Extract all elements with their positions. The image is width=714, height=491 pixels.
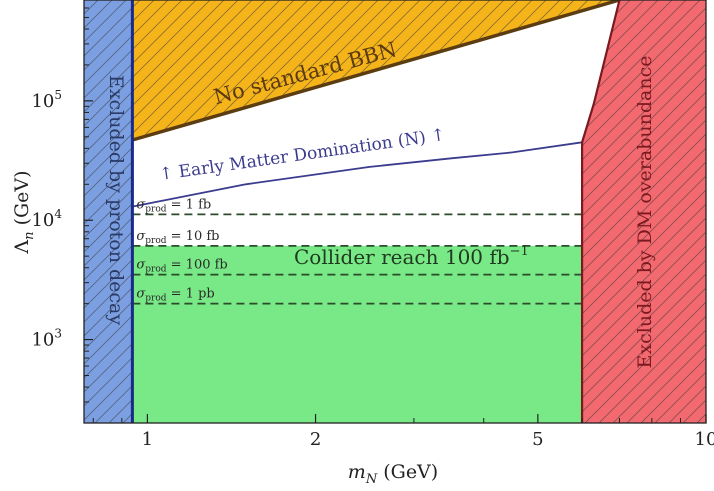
collider-reach-label-text: Collider reach 100 fb [294, 245, 510, 269]
emd-series-line [132, 141, 583, 208]
dm-boundary-line [580, 0, 621, 423]
y-axis-title-sub: n [22, 231, 37, 239]
proton-decay-region-label: Excluded by proton decay [105, 75, 127, 325]
x-axis-title-var: m [348, 461, 366, 483]
cross-section-label-part: = 1 pb [167, 287, 215, 302]
collider-reach-label: Collider reach 100 fb−1 [294, 244, 529, 269]
x-tick-label: 2 [310, 429, 321, 450]
x-axis-title-unit: (GeV) [377, 461, 438, 483]
cross-section-label-part: σ [136, 287, 146, 302]
cross-section-label-part: = 100 fb [167, 258, 228, 273]
proton-decay-hatch [84, 0, 133, 423]
cross-section-label-part: prod [145, 265, 166, 275]
y-tick-label: 105 [31, 88, 62, 112]
y-tick-label-base: 10 [31, 210, 54, 231]
y-tick-label-exp: 5 [54, 88, 62, 102]
y-axis-title-unit: (GeV) [11, 170, 33, 231]
cross-section-label: σprod = 10 fb [136, 229, 219, 246]
y-tick-label: 103 [31, 327, 62, 351]
y-tick-label: 104 [31, 207, 62, 231]
x-tick-label: 5 [532, 429, 543, 450]
cross-section-label-part: = 1 fb [167, 197, 212, 212]
y-tick-label-base: 10 [31, 91, 54, 112]
cross-section-label-part: σ [136, 258, 146, 273]
y-tick-label-exp: 3 [54, 327, 62, 341]
dm-region-label: Excluded by DM overabundance [634, 56, 656, 369]
cross-section-label: σprod = 1 fb [136, 197, 211, 214]
x-tick-label: 1 [142, 429, 153, 450]
plot-frame [83, 0, 707, 424]
x-tick-label: 10 [695, 429, 714, 450]
bbn-boundary-line [131, 0, 620, 142]
collider-reach-region [132, 245, 583, 423]
y-tick-label-base: 10 [31, 330, 54, 351]
x-axis-title-sub: N [365, 472, 378, 487]
y-axis-title: Λn (GeV) [11, 170, 37, 254]
cross-section-label-part: prod [145, 236, 166, 246]
cross-section-label-part: = 10 fb [167, 229, 220, 244]
cross-section-label-part: σ [136, 197, 146, 212]
x-axis-title: mN (GeV) [348, 461, 438, 487]
cross-section-label-part: σ [136, 229, 146, 244]
y-tick-label-exp: 4 [54, 207, 62, 221]
collider-reach-label-sup: −1 [510, 244, 529, 259]
cross-section-label: σprod = 1 pb [136, 287, 214, 304]
dm-hatch [582, 0, 706, 423]
cross-section-label: σprod = 100 fb [136, 258, 227, 275]
cross-section-label-part: prod [145, 204, 166, 214]
cross-section-label-part: prod [145, 294, 166, 304]
y-axis-title-var: Λ [11, 240, 33, 255]
